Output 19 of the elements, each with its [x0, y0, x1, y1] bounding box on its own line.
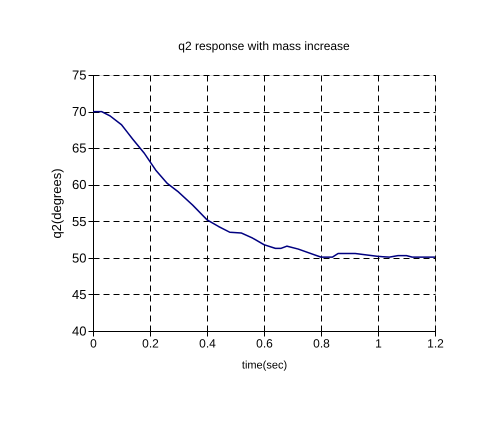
x-axis-title: time(sec) — [242, 360, 288, 372]
y-tick-label: 65 — [72, 140, 86, 156]
x-tick-label: 1.2 — [427, 336, 444, 350]
y-tick-label: 40 — [72, 324, 86, 338]
y-tick-label: 70 — [72, 104, 86, 120]
chart-title: q2 response with mass increase — [178, 39, 350, 53]
line-series — [92, 110, 436, 258]
x-tick-label: 0.8 — [313, 336, 330, 350]
x-tick-label: 0.6 — [256, 336, 274, 350]
y-tick-label: 45 — [72, 286, 86, 302]
x-tick-label: 0.4 — [199, 336, 216, 350]
x-tick-label: 0 — [90, 336, 98, 350]
y-tick-label: 55 — [72, 214, 86, 229]
y-tick-label: 50 — [72, 250, 86, 266]
y-tick-label: 75 — [72, 68, 86, 82]
y-axis-title: q2(degrees) — [49, 168, 64, 239]
y-tick-label: 60 — [72, 177, 86, 192]
x-tick-label: 0.2 — [142, 336, 160, 350]
x-tick-label: 1 — [375, 336, 382, 350]
